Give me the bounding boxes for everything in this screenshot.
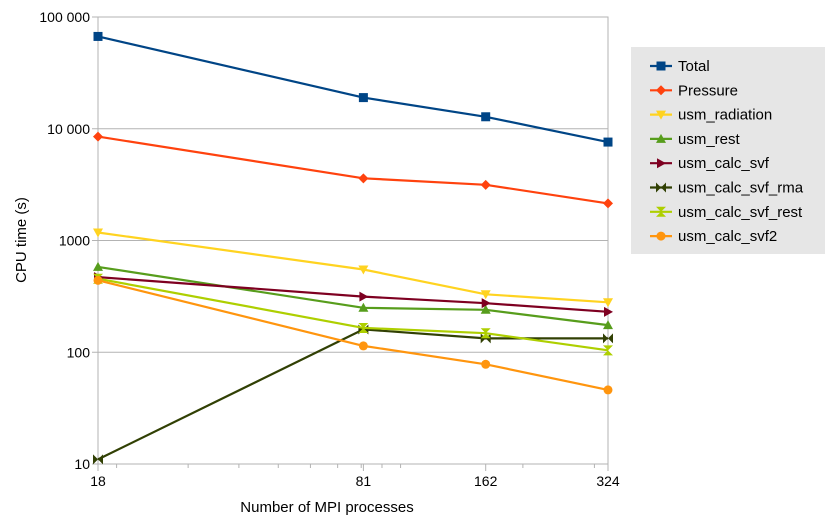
data-point-pressure <box>603 198 613 208</box>
data-point-total <box>359 93 368 102</box>
y-tick-label: 10 000 <box>47 121 90 137</box>
legend-label: usm_calc_svf_rma <box>678 180 804 197</box>
series-pressure <box>93 132 613 209</box>
legend-label: usm_calc_svf <box>678 155 770 172</box>
data-point-usm-calc-svf2 <box>481 360 490 369</box>
x-tick-label: 324 <box>596 473 620 489</box>
y-tick-label: 1000 <box>59 233 90 249</box>
series-usm-calc-svf-rma <box>93 324 613 464</box>
legend-label: Total <box>678 58 710 75</box>
series-line-usm-calc-svf-rma <box>98 329 608 459</box>
series-line-pressure <box>98 137 608 204</box>
x-axis-ticks: 18 81 162 324 <box>90 464 620 489</box>
y-axis-title: CPU time (s) <box>13 197 30 283</box>
legend-label: usm_rest <box>678 131 741 148</box>
legend-label: usm_radiation <box>678 107 772 124</box>
x-tick-label: 162 <box>474 473 498 489</box>
x-tick-label: 18 <box>90 473 106 489</box>
data-point-pressure <box>481 180 491 190</box>
y-axis-ticks: 10 100 1000 10 000 100 000 <box>39 9 98 472</box>
data-point-total <box>481 112 490 121</box>
series-layer <box>93 32 613 464</box>
y-tick-label: 10 <box>74 456 90 472</box>
series-line-total <box>98 36 608 142</box>
series-total <box>94 32 613 147</box>
data-point-usm-calc-svf <box>359 292 368 302</box>
grid-lines <box>98 17 608 464</box>
legend-swatch-marker <box>657 232 666 241</box>
data-point-usm-calc-svf2 <box>94 276 103 285</box>
legend-swatch-marker <box>657 62 666 71</box>
x-axis-title: Number of MPI processes <box>240 499 413 516</box>
data-point-usm-calc-svf2 <box>359 341 368 350</box>
data-point-total <box>604 138 613 147</box>
x-tick-label: 81 <box>356 473 372 489</box>
legend: Total Pressure usm_radiation usm_rest usm_ca… <box>631 47 825 254</box>
legend-label: usm_calc_svf_rest <box>678 204 803 221</box>
y-tick-label: 100 000 <box>39 9 90 25</box>
data-point-usm-calc-svf2 <box>604 385 613 394</box>
y-tick-label: 100 <box>67 344 91 360</box>
legend-label: usm_calc_svf2 <box>678 228 777 245</box>
data-point-total <box>94 32 103 41</box>
legend-box <box>631 47 825 254</box>
data-point-pressure <box>358 173 368 183</box>
x-minor-ticks <box>117 464 595 468</box>
data-point-pressure <box>93 132 103 142</box>
legend-label: Pressure <box>678 82 738 99</box>
